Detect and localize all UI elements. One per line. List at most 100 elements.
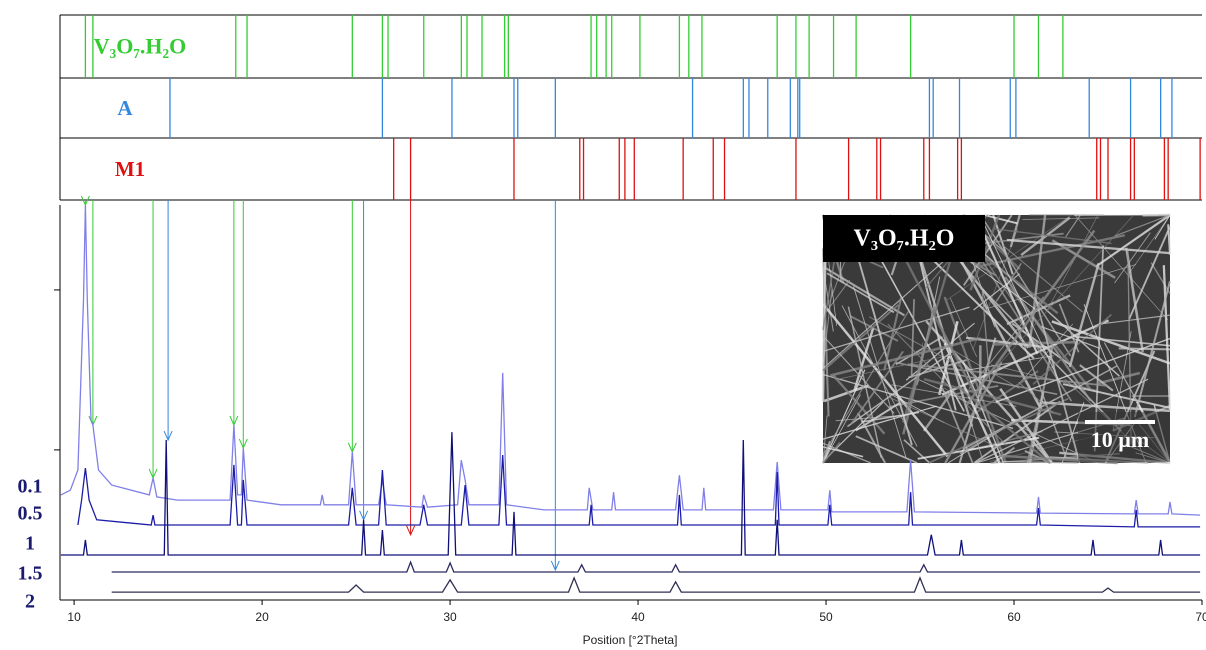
sem-fiber: [1154, 214, 1171, 240]
sem-fiber: [855, 253, 913, 446]
sem-fiber: [1046, 214, 1099, 312]
x-tick-label: 50: [819, 610, 833, 624]
sem-fiber: [1001, 244, 1083, 313]
sem-fiber: [908, 359, 967, 379]
sem-fiber: [847, 350, 954, 428]
sem-fiber: [822, 415, 828, 464]
sem-fiber: [895, 336, 943, 366]
x-tick-label: 40: [631, 610, 645, 624]
sem-fiber: [822, 394, 861, 464]
sem-fiber: [1097, 371, 1141, 385]
sem-fiber: [822, 306, 970, 353]
sem-fiber: [822, 265, 905, 317]
pattern-line: [60, 432, 1201, 556]
reference-panel: [59, 14, 1202, 201]
sem-fiber: [1065, 214, 1081, 238]
sem-fiber: [823, 384, 869, 403]
x-tick-label: 30: [443, 610, 457, 624]
x-axis-label: Position [°2Theta]: [583, 633, 678, 647]
pattern-line: [60, 204, 1201, 516]
pattern-line: [111, 576, 1201, 593]
sem-fiber: [964, 365, 1118, 450]
sem-fiber: [822, 303, 949, 458]
sem-fiber: [822, 310, 910, 456]
sem-fiber: [1032, 313, 1112, 385]
sem-fiber: [995, 337, 1171, 403]
sem-fiber: [822, 405, 937, 440]
sem-fiber: [973, 273, 1020, 311]
sem-fiber: [1018, 381, 1054, 414]
sem-fiber: [992, 340, 1078, 346]
sem-fiber: [822, 441, 841, 464]
sem-fiber: [902, 305, 937, 435]
sem-fiber: [973, 234, 1126, 269]
sem-fiber: [944, 361, 1003, 464]
sem-fiber: [823, 252, 954, 369]
sem-fiber: [963, 355, 1054, 372]
series-label: 0.1: [18, 476, 43, 498]
sem-fiber: [983, 214, 1018, 225]
sem-fiber: [910, 299, 915, 378]
sem-fiber: [952, 349, 1020, 389]
sem-fiber: [1150, 262, 1171, 295]
sem-fiber: [855, 435, 918, 464]
sem-fiber: [903, 439, 931, 464]
series-label: 2: [25, 591, 35, 613]
sem-fiber: [941, 387, 974, 464]
sem-fiber: [975, 378, 1149, 464]
sem-fiber: [1125, 247, 1144, 353]
sem-fiber: [965, 229, 1096, 406]
sem-fiber: [822, 335, 895, 414]
reference-label: M1: [115, 157, 145, 181]
sem-fiber: [917, 436, 1040, 460]
sem-fiber: [1068, 262, 1100, 368]
inset-label-box: [823, 215, 985, 262]
series-label: 0.5: [18, 503, 43, 525]
sem-fiber: [1128, 214, 1171, 274]
sem-fiber: [1039, 401, 1171, 413]
sem-fiber: [1006, 238, 1171, 255]
reference-label: A: [117, 96, 133, 120]
sem-fiber: [1162, 265, 1172, 410]
drop-arrow: [406, 525, 416, 537]
sem-fiber: [981, 289, 991, 384]
sem-fiber: [1114, 214, 1171, 237]
sem-fiber: [834, 353, 955, 381]
sem-fiber: [937, 321, 959, 396]
sem-fiber: [883, 297, 903, 371]
sem-fiber: [1028, 214, 1047, 348]
sem-fiber: [1128, 226, 1171, 320]
inset-label: V₃O₇.H₂O: [854, 226, 955, 252]
sem-fiber: [922, 389, 954, 432]
sem-fiber: [868, 316, 961, 368]
sem-fiber: [957, 386, 1051, 464]
series-label: 1.5: [18, 563, 43, 585]
sem-fiber: [1114, 232, 1151, 284]
x-tick-label: 60: [1007, 610, 1021, 624]
sem-fiber: [965, 235, 1073, 402]
pattern-line: [77, 454, 1201, 528]
sem-fiber: [990, 364, 1099, 392]
sem-fiber: [994, 228, 1112, 245]
pattern-line: [111, 560, 1201, 573]
sem-fiber: [1133, 280, 1171, 418]
sem-fiber: [847, 306, 882, 458]
sem-fiber: [1103, 314, 1171, 325]
sem-fiber: [972, 229, 1018, 351]
sem-fiber: [887, 396, 1003, 450]
sem-inset: V₃O₇.H₂O 10 µm: [821, 213, 1172, 465]
sem-fiber: [855, 401, 901, 432]
sem-fiber: [963, 256, 1037, 310]
drop-arrow: [550, 560, 560, 572]
sem-fiber: [949, 297, 977, 357]
sem-fiber: [822, 446, 864, 458]
sem-fiber: [1022, 217, 1100, 220]
x-tick-label: 20: [255, 610, 269, 624]
sem-fiber: [1095, 214, 1171, 268]
x-tick-label: 10: [67, 610, 81, 624]
sem-fiber: [975, 217, 1039, 355]
sem-fiber: [849, 315, 899, 342]
sem-fiber: [958, 337, 997, 464]
sem-fiber: [973, 400, 1061, 464]
